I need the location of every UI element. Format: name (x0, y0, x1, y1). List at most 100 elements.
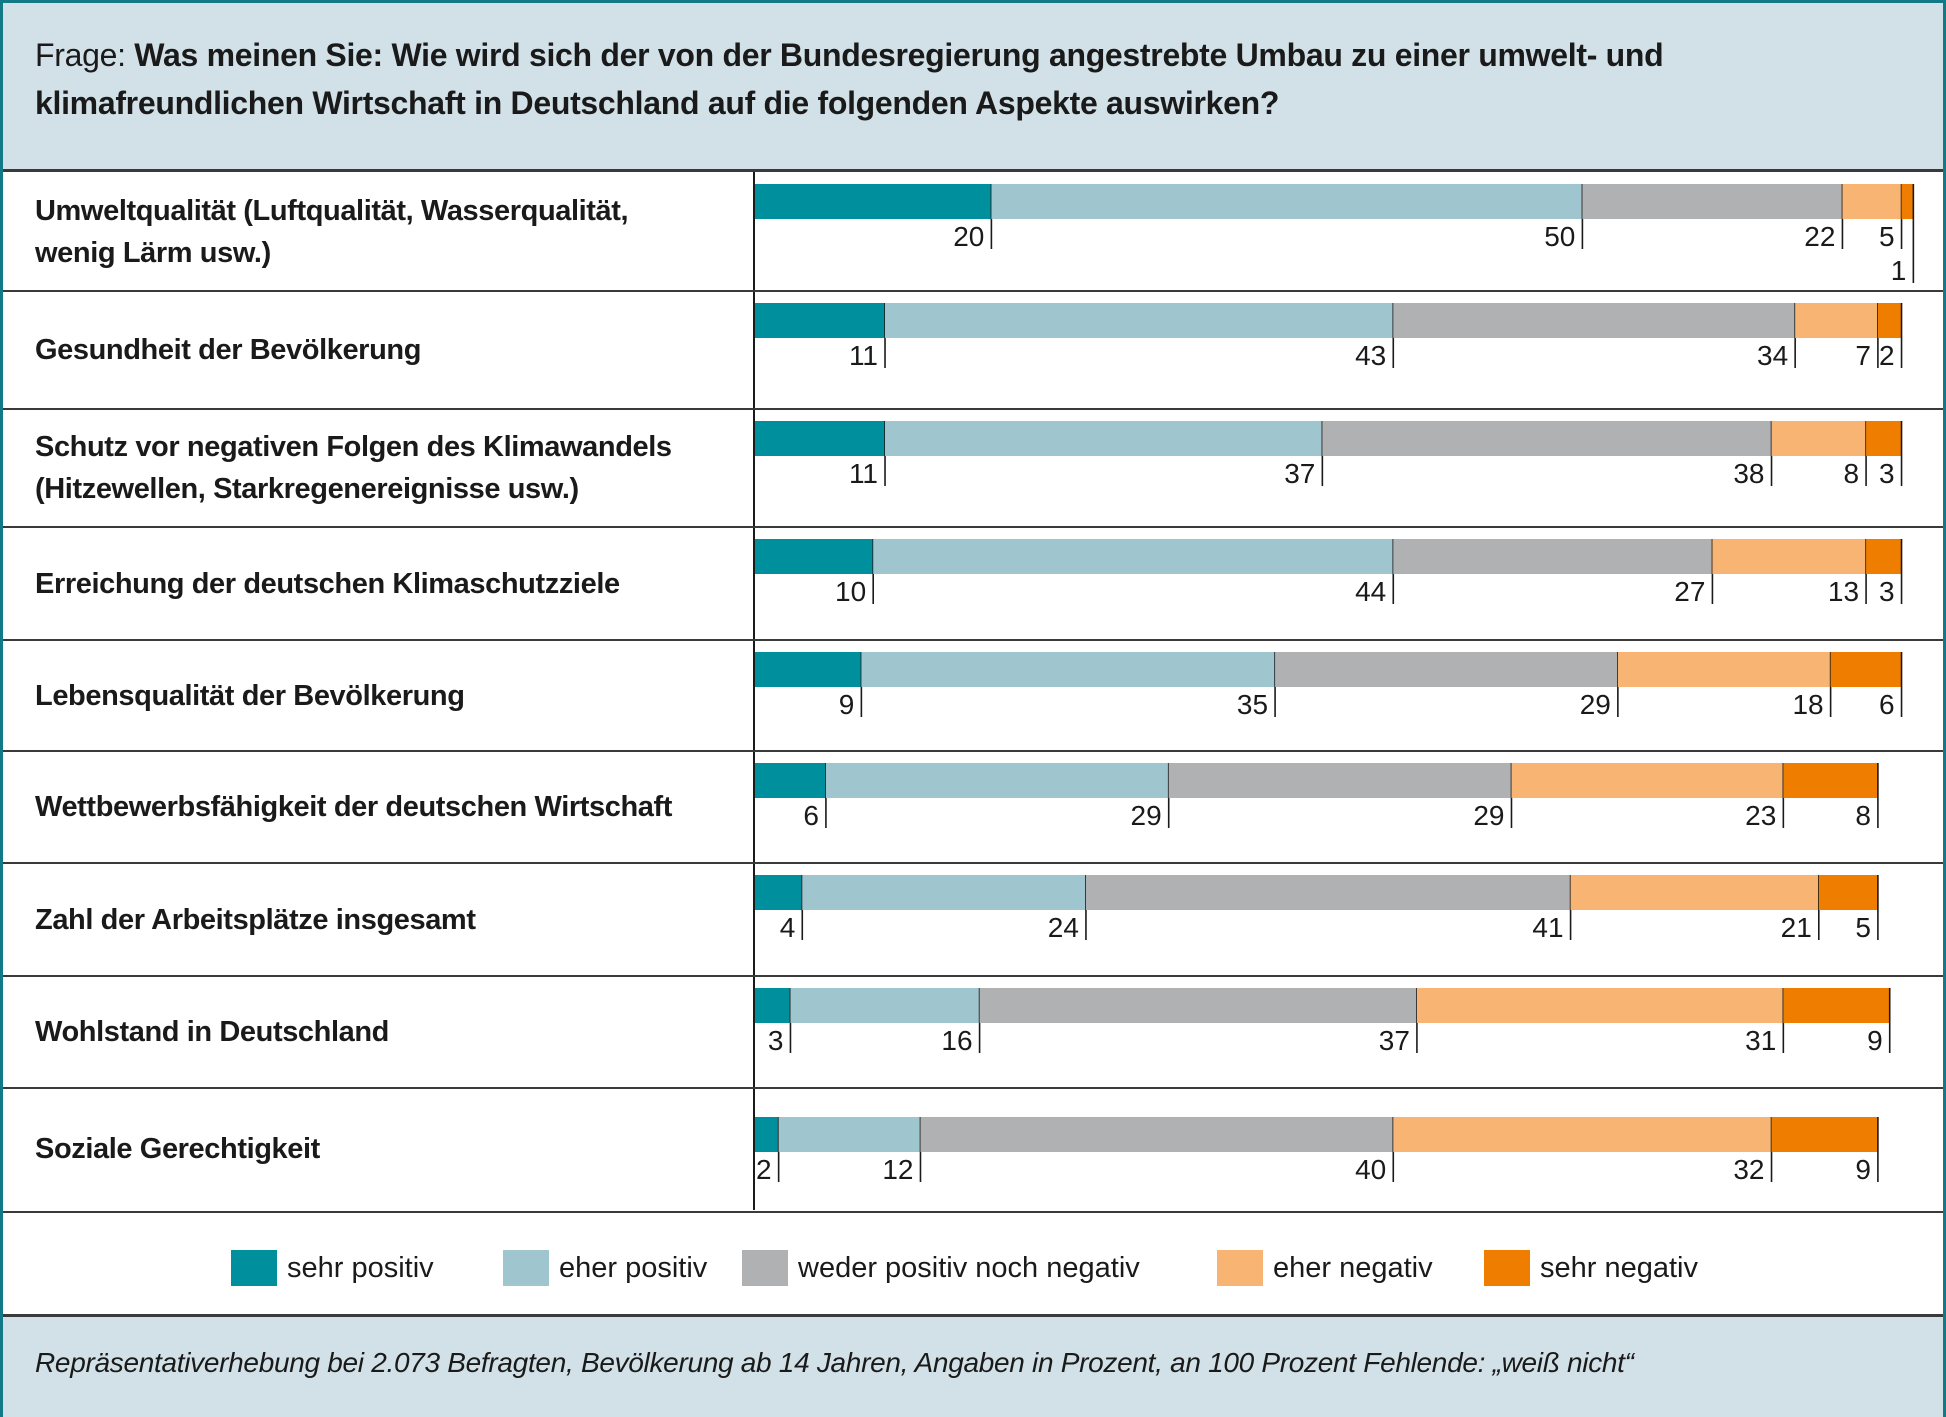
row-separator (3, 639, 1943, 641)
value-label: 37 (1284, 458, 1315, 489)
footer-note: Repräsentativerhebung bei 2.073 Befragte… (35, 1347, 1634, 1378)
value-label: 29 (1580, 689, 1611, 720)
bar-row: 20 50 22 51 (755, 184, 1915, 286)
value-label: 9 (1867, 1025, 1883, 1056)
bar-segment-eher-positiv (885, 421, 1323, 456)
bar-segment-sehr-positiv (755, 988, 791, 1023)
row-separator (3, 750, 1943, 752)
bar-segment-weder-positiv-noch-negativ (979, 988, 1417, 1023)
category-label-text: Gesundheit der Bevölkerung (35, 329, 421, 371)
row-separator (3, 862, 1943, 864)
value-label: 5 (1879, 221, 1895, 252)
category-label: Gesundheit der Bevölkerung (35, 291, 745, 409)
value-label: 22 (1804, 221, 1835, 252)
legend-item-weder: weder positiv noch negativ (742, 1249, 1140, 1287)
value-label: 18 (1792, 689, 1823, 720)
value-label: 3 (1879, 576, 1895, 607)
bar-segment-sehr-positiv (755, 875, 803, 910)
bar-segment-weder-positiv-noch-negativ (1393, 539, 1713, 574)
category-label-line: Schutz vor negativen Folgen des Klimawan… (35, 431, 672, 463)
category-label-line: Umweltqualität (Luftqualität, Wasserqual… (35, 194, 629, 227)
value-label: 38 (1733, 458, 1764, 489)
bar-segment-eher-negativ (1416, 988, 1784, 1023)
bar-segment-weder-positiv-noch-negativ (920, 1117, 1394, 1152)
title-question: Was meinen Sie: Wie wird sich der von de… (35, 37, 1664, 121)
chart-title: Frage: Was meinen Sie: Wie wird sich der… (35, 31, 1915, 127)
legend-label: eher negativ (1273, 1251, 1433, 1284)
value-label: 34 (1757, 340, 1788, 371)
legend: sehr positiv eher positiv weder positiv … (3, 1211, 1943, 1316)
category-label-line: (Hitzewellen, Starkregenereignisse usw.) (35, 473, 579, 505)
category-label-line: wenig Lärm usw.) (35, 236, 271, 269)
value-label: 37 (1379, 1025, 1410, 1056)
value-label: 6 (803, 800, 819, 831)
value-label: 50 (1544, 221, 1575, 252)
value-label: 32 (1733, 1154, 1764, 1185)
bar-segment-sehr-negativ (1866, 539, 1902, 574)
bar-segment-eher-negativ (1842, 184, 1902, 219)
category-label-line: Gesundheit der Bevölkerung (35, 334, 422, 366)
value-label: 2 (1879, 340, 1895, 371)
category-label-line: Wettbewerbsfähigkeit der deutschen Wirts… (35, 791, 673, 823)
category-label-line: Erreichung der deutschen Klimaschutzziel… (35, 567, 620, 600)
bar-row: 11 37 38 8 3 (755, 421, 1903, 489)
category-label-line: Lebensqualität der Bevölkerung (35, 679, 465, 712)
category-label-text: Zahl der Arbeitsplätze insgesamt (35, 899, 476, 941)
bar-segment-eher-positiv (825, 763, 1169, 798)
category-label-line: Wohlstand in Deutschland (35, 1016, 389, 1048)
bar-segment-sehr-positiv (755, 1117, 779, 1152)
category-label: Zahl der Arbeitsplätze insgesamt (35, 863, 745, 976)
value-label: 4 (780, 912, 796, 943)
legend-swatch (1484, 1250, 1530, 1286)
value-label: 10 (835, 576, 866, 607)
legend-item-sehr-negativ: sehr negativ (1484, 1249, 1698, 1287)
bar-segment-sehr-negativ (1877, 303, 1902, 338)
bar-segment-sehr-positiv (755, 421, 886, 456)
bar-row: 4 24 41 21 5 (755, 875, 1879, 943)
bar-segment-eher-negativ (1712, 539, 1867, 574)
value-label: 9 (839, 689, 855, 720)
bar-segment-eher-positiv (991, 184, 1583, 219)
legend-swatch (503, 1250, 549, 1286)
bar-segment-sehr-positiv (755, 303, 886, 338)
legend-label: eher positiv (559, 1251, 708, 1284)
footer: Repräsentativerhebung bei 2.073 Befragte… (3, 1314, 1943, 1417)
category-label-line: Zahl der Arbeitsplätze insgesamt (35, 903, 476, 936)
bar-segment-weder-positiv-noch-negativ (1393, 303, 1796, 338)
bar-segment-weder-positiv-noch-negativ (1275, 652, 1618, 687)
value-label: 16 (941, 1025, 972, 1056)
bar-segment-weder-positiv-noch-negativ (1085, 875, 1571, 910)
category-label: Wettbewerbsfähigkeit der deutschen Wirts… (35, 751, 745, 863)
category-label: Wohlstand in Deutschland (35, 976, 745, 1088)
value-label: 12 (882, 1154, 913, 1185)
row-separator (3, 1087, 1943, 1089)
bar-segment-eher-positiv (885, 303, 1394, 338)
legend-label: sehr negativ (1540, 1251, 1698, 1284)
legend-swatch (231, 1250, 277, 1286)
value-label: 13 (1828, 576, 1859, 607)
row-separator (3, 290, 1943, 292)
value-label: 11 (849, 340, 878, 371)
category-label-line: Soziale Gerechtigkeit (35, 1133, 320, 1165)
value-label: 9 (1855, 1154, 1871, 1185)
category-label-text: Umweltqualität (Luftqualität, Wasserqual… (35, 190, 629, 274)
value-label: 7 (1855, 340, 1871, 371)
bar-segment-sehr-positiv (755, 763, 826, 798)
value-label: 35 (1237, 689, 1268, 720)
bar-segment-sehr-positiv (755, 184, 992, 219)
title-prefix: Frage: (35, 37, 135, 73)
bar-row: 10 44 27 13 3 (755, 539, 1903, 607)
row-separator (3, 975, 1943, 977)
bar-segment-sehr-negativ (1783, 988, 1890, 1023)
bar-segment-sehr-negativ (1866, 421, 1902, 456)
value-label: 6 (1879, 689, 1895, 720)
value-label: 29 (1473, 800, 1504, 831)
value-label: 3 (1879, 458, 1895, 489)
legend-item-sehr-positiv: sehr positiv (231, 1249, 434, 1287)
bar-segment-eher-positiv (861, 652, 1276, 687)
bar-row: 3 16 37 31 9 (755, 988, 1891, 1056)
bar-row: 11 43 34 7 2 (755, 303, 1903, 371)
bar-segment-eher-positiv (778, 1117, 921, 1152)
bar-segment-eher-negativ (1570, 875, 1819, 910)
